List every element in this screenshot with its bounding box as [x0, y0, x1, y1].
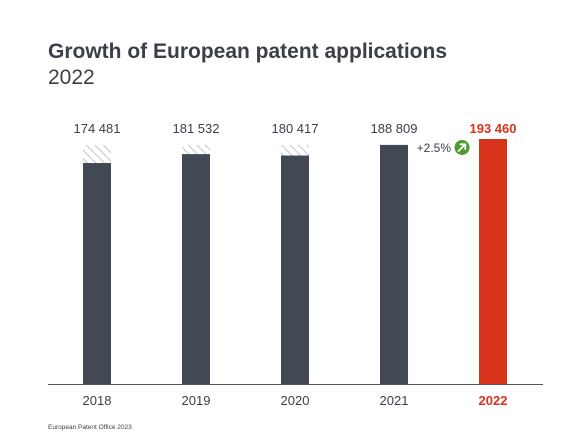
bar-2018 — [83, 163, 111, 384]
bar-2022 — [479, 139, 507, 384]
hatched-gap-2020 — [281, 144, 309, 156]
value-label-2022: 193 460 — [470, 121, 517, 136]
x-tick-label-2022: 2022 — [479, 393, 508, 408]
hatched-gap-2018 — [83, 144, 111, 164]
hatched-gap-2019 — [182, 144, 210, 155]
chart-title: Growth of European patent applications — [48, 40, 448, 63]
arrow-up-right-icon — [454, 140, 470, 155]
value-label-2018: 174 481 — [74, 121, 121, 136]
value-label-2019: 181 532 — [173, 121, 220, 136]
bar-2019 — [182, 154, 210, 384]
x-tick-label-2021: 2021 — [380, 393, 409, 408]
bar-2020 — [281, 155, 309, 384]
x-tick-label-2020: 2020 — [281, 393, 310, 408]
chart-subtitle: 2022 — [48, 66, 95, 89]
source-footer: European Patent Office 2023 — [48, 424, 132, 431]
bar-2021 — [380, 144, 408, 384]
x-tick-label-2019: 2019 — [182, 393, 211, 408]
growth-annotation: +2.5% — [417, 141, 452, 155]
x-tick-label-2018: 2018 — [83, 393, 112, 408]
value-label-2021: 188 809 — [371, 121, 418, 136]
value-label-2020: 180 417 — [272, 121, 319, 136]
